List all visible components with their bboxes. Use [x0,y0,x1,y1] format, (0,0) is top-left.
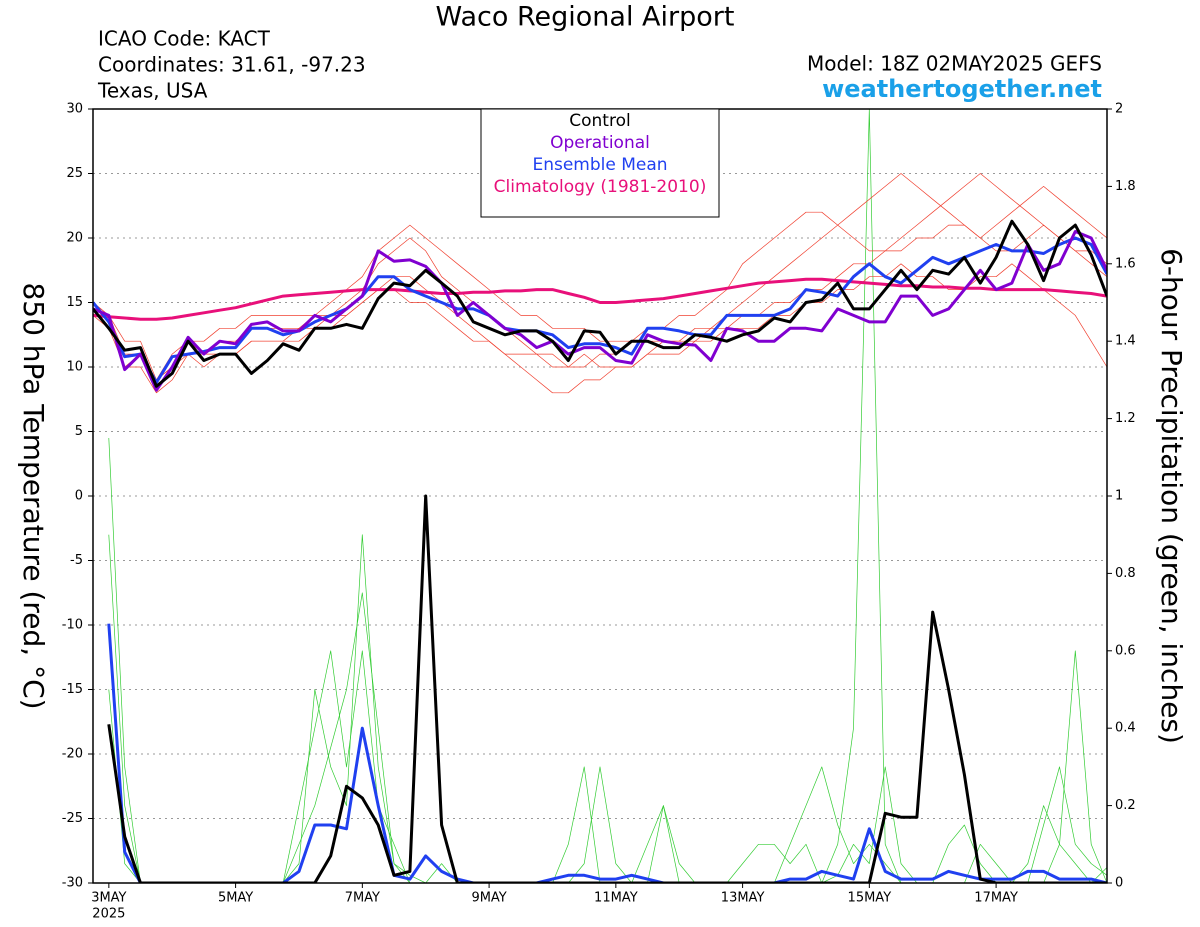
y2-tick-label: 2 [1115,102,1123,117]
x-tick-label: 7MAY [345,891,380,906]
info-line: ICAO Code: KACT [98,27,271,51]
x-tick-label: 5MAY [218,891,253,906]
temp-line [93,219,1107,388]
x-tick-label: 15MAY [848,891,892,906]
y-axis-label: 850 hPa Temperature (red, °C) [17,282,50,709]
y2-tick-label: 1.6 [1115,256,1136,271]
y-tick-label: 5 [75,424,83,439]
x-tick-label: 11MAY [594,891,638,906]
legend-label: Ensemble Mean [532,155,667,175]
y-tick-label: -5 [70,553,83,568]
y2-tick-label: 0 [1115,876,1123,891]
precip-line [108,109,1107,883]
y-tick-label: -10 [62,618,83,633]
temp-line [93,236,1107,384]
y-tick-label: -20 [62,747,83,762]
precip-line [107,494,1107,883]
y2-tick-label: 0.6 [1115,643,1136,658]
x-year-label: 2025 [92,907,125,922]
y-tick-label: -30 [62,876,83,891]
temp-line [93,230,1107,392]
y-tick-label: 15 [66,295,83,310]
temp-line [93,277,1107,321]
temp-line [93,173,1107,381]
y2-tick-label: 0.2 [1115,798,1136,813]
info-line: Coordinates: 31.61, -97.23 [98,53,366,77]
y-tick-label: 20 [66,231,83,246]
y2-tick-label: 1.2 [1115,411,1136,426]
x-tick-label: 9MAY [471,891,506,906]
model-info: Model: 18Z 02MAY2025 GEFS [807,52,1102,76]
y2-tick-label: 0.4 [1115,721,1136,736]
y2-tick-label: 0.8 [1115,566,1136,581]
legend-label: Control [569,111,630,131]
y2-tick-label: 1.4 [1115,334,1136,349]
precip-line [107,623,1107,883]
y-tick-label: 30 [66,102,83,117]
y2-tick-label: 1 [1115,489,1123,504]
info-line: Texas, USA [97,79,208,103]
y2-axis-label: 6-hour Precipitation (green, inches) [1155,248,1188,744]
y-tick-label: 25 [66,166,83,181]
y-tick-label: 10 [66,360,83,375]
y2-tick-label: 1.8 [1115,179,1136,194]
legend-label: Climatology (1981-2010) [494,177,707,197]
chart-title: Waco Regional Airport [436,2,735,33]
temp-line [93,224,1107,381]
x-tick-label: 13MAY [721,891,765,906]
site-name: weathertogether.net [822,75,1102,103]
y-tick-label: 0 [75,489,83,504]
legend-box [480,108,720,218]
x-tick-label: 3MAY [91,891,126,906]
y-tick-label: -15 [62,682,83,697]
x-tick-label: 17MAY [974,891,1018,906]
plot-area [93,109,1107,883]
legend-label: Operational [550,133,650,153]
precip-line [108,437,1107,883]
y-tick-label: -25 [62,811,83,826]
